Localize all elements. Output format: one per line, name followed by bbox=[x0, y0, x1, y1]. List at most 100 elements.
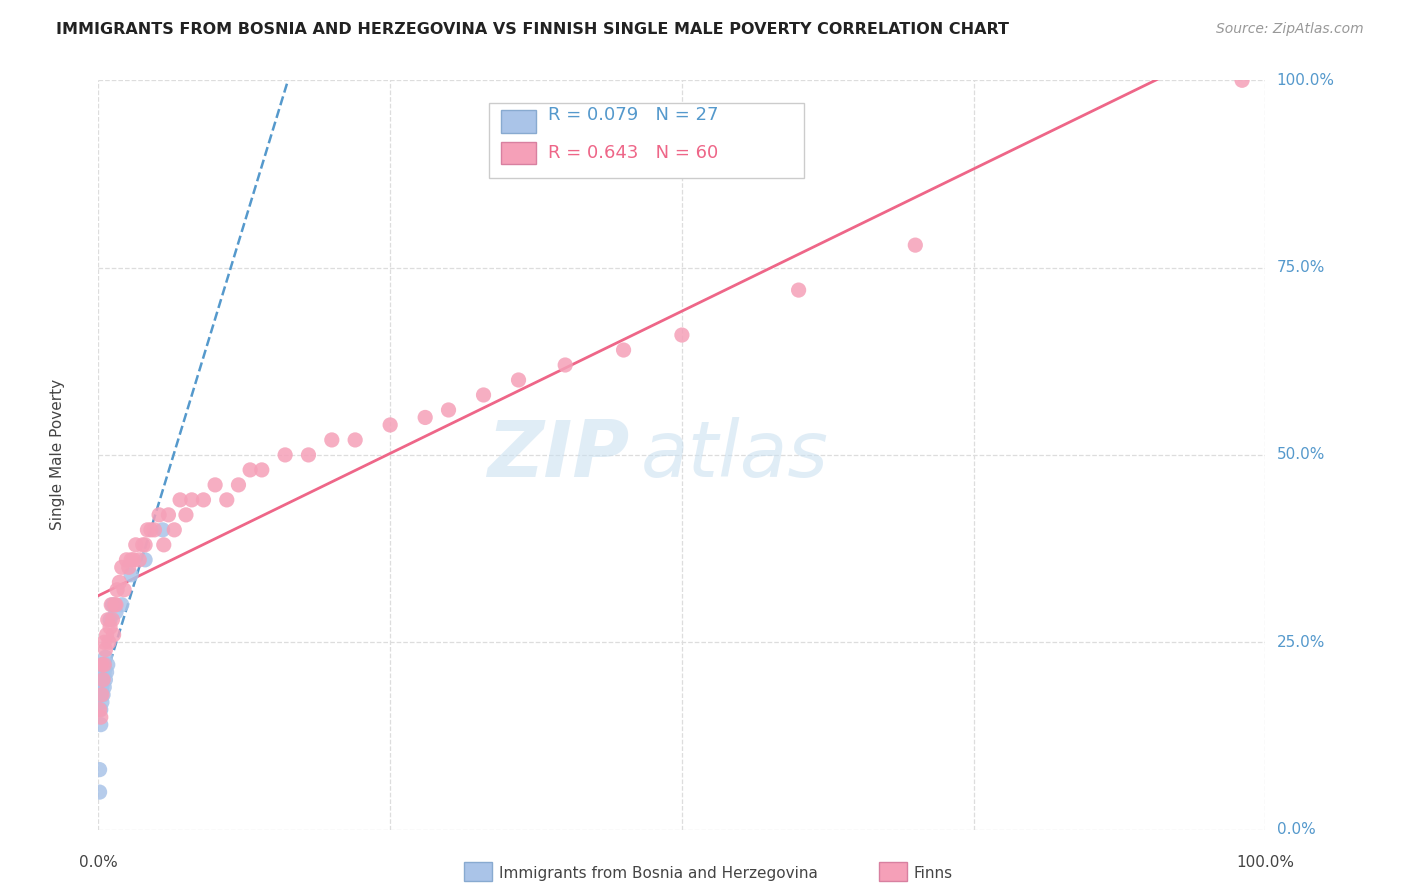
Text: Single Male Poverty: Single Male Poverty bbox=[51, 379, 65, 531]
Point bbox=[90, 673, 112, 687]
Text: IMMIGRANTS FROM BOSNIA AND HERZEGOVINA VS FINNISH SINGLE MALE POVERTY CORRELATIO: IMMIGRANTS FROM BOSNIA AND HERZEGOVINA V… bbox=[56, 22, 1010, 37]
Point bbox=[671, 328, 693, 343]
Point bbox=[90, 688, 112, 702]
Point bbox=[169, 492, 191, 507]
Text: R = 0.079   N = 27: R = 0.079 N = 27 bbox=[548, 106, 718, 125]
Point bbox=[91, 673, 114, 687]
Text: 75.0%: 75.0% bbox=[1277, 260, 1324, 275]
Point bbox=[787, 283, 810, 297]
Point bbox=[90, 657, 112, 672]
Point bbox=[143, 523, 166, 537]
Point bbox=[274, 448, 297, 462]
Point bbox=[111, 560, 134, 574]
Point bbox=[139, 523, 162, 537]
Point bbox=[101, 613, 124, 627]
Point bbox=[174, 508, 197, 522]
Text: 100.0%: 100.0% bbox=[1277, 73, 1334, 87]
Bar bbox=[501, 111, 536, 133]
Point bbox=[90, 665, 112, 680]
Point bbox=[134, 553, 156, 567]
Point bbox=[90, 657, 112, 672]
Point bbox=[904, 238, 927, 252]
Point bbox=[128, 553, 150, 567]
Point bbox=[91, 673, 114, 687]
Point bbox=[118, 560, 141, 574]
Text: Finns: Finns bbox=[914, 866, 953, 880]
Point bbox=[250, 463, 273, 477]
Point bbox=[380, 417, 402, 432]
Point bbox=[89, 703, 111, 717]
Point bbox=[613, 343, 636, 357]
Point bbox=[90, 710, 112, 724]
Point bbox=[97, 635, 120, 649]
Point bbox=[321, 433, 343, 447]
Point bbox=[90, 688, 112, 702]
Point bbox=[89, 785, 111, 799]
Text: 0.0%: 0.0% bbox=[79, 855, 118, 870]
Point bbox=[163, 523, 186, 537]
Point bbox=[108, 575, 131, 590]
Point bbox=[94, 650, 117, 665]
Point bbox=[93, 680, 115, 694]
Point bbox=[104, 605, 127, 619]
Text: atlas: atlas bbox=[641, 417, 830, 493]
Point bbox=[148, 508, 170, 522]
Point bbox=[157, 508, 180, 522]
Point bbox=[120, 567, 142, 582]
Point bbox=[94, 673, 117, 687]
Point bbox=[228, 478, 250, 492]
Point bbox=[122, 553, 145, 567]
Text: 0.0%: 0.0% bbox=[1277, 822, 1315, 837]
Point bbox=[100, 598, 122, 612]
Point bbox=[93, 665, 115, 680]
Point bbox=[134, 538, 156, 552]
Point bbox=[90, 680, 112, 694]
Point bbox=[508, 373, 530, 387]
Point bbox=[98, 620, 121, 634]
Text: R = 0.643   N = 60: R = 0.643 N = 60 bbox=[548, 144, 718, 162]
Point bbox=[136, 523, 159, 537]
Point bbox=[180, 492, 202, 507]
Point bbox=[132, 538, 155, 552]
Point bbox=[112, 582, 135, 597]
Point bbox=[96, 628, 118, 642]
Point bbox=[96, 665, 118, 680]
Point bbox=[215, 492, 238, 507]
Text: 100.0%: 100.0% bbox=[1236, 855, 1295, 870]
Point bbox=[90, 717, 112, 731]
Text: ZIP: ZIP bbox=[486, 417, 630, 493]
Point bbox=[125, 538, 148, 552]
Text: Immigrants from Bosnia and Herzegovina: Immigrants from Bosnia and Herzegovina bbox=[499, 866, 818, 880]
Point bbox=[101, 598, 124, 612]
Point bbox=[193, 492, 215, 507]
Point bbox=[90, 703, 112, 717]
Point bbox=[93, 657, 115, 672]
Point bbox=[93, 635, 115, 649]
Point bbox=[90, 695, 112, 709]
Point bbox=[204, 478, 226, 492]
Point bbox=[93, 657, 115, 672]
Point bbox=[105, 582, 128, 597]
Point bbox=[1230, 73, 1253, 87]
Point bbox=[104, 598, 127, 612]
Point bbox=[91, 657, 114, 672]
Point bbox=[437, 403, 460, 417]
Point bbox=[103, 628, 125, 642]
Bar bbox=[489, 103, 804, 178]
Text: Source: ZipAtlas.com: Source: ZipAtlas.com bbox=[1216, 22, 1364, 37]
Point bbox=[344, 433, 367, 447]
Point bbox=[152, 538, 174, 552]
Point bbox=[554, 358, 576, 372]
Text: 25.0%: 25.0% bbox=[1277, 635, 1324, 649]
Point bbox=[97, 613, 120, 627]
Bar bbox=[501, 142, 536, 164]
Point bbox=[239, 463, 262, 477]
Point bbox=[111, 598, 134, 612]
Point bbox=[413, 410, 436, 425]
Point bbox=[98, 613, 121, 627]
Point bbox=[89, 763, 111, 777]
Point bbox=[115, 553, 138, 567]
Point bbox=[152, 523, 174, 537]
Point bbox=[120, 553, 142, 567]
Point bbox=[104, 598, 127, 612]
